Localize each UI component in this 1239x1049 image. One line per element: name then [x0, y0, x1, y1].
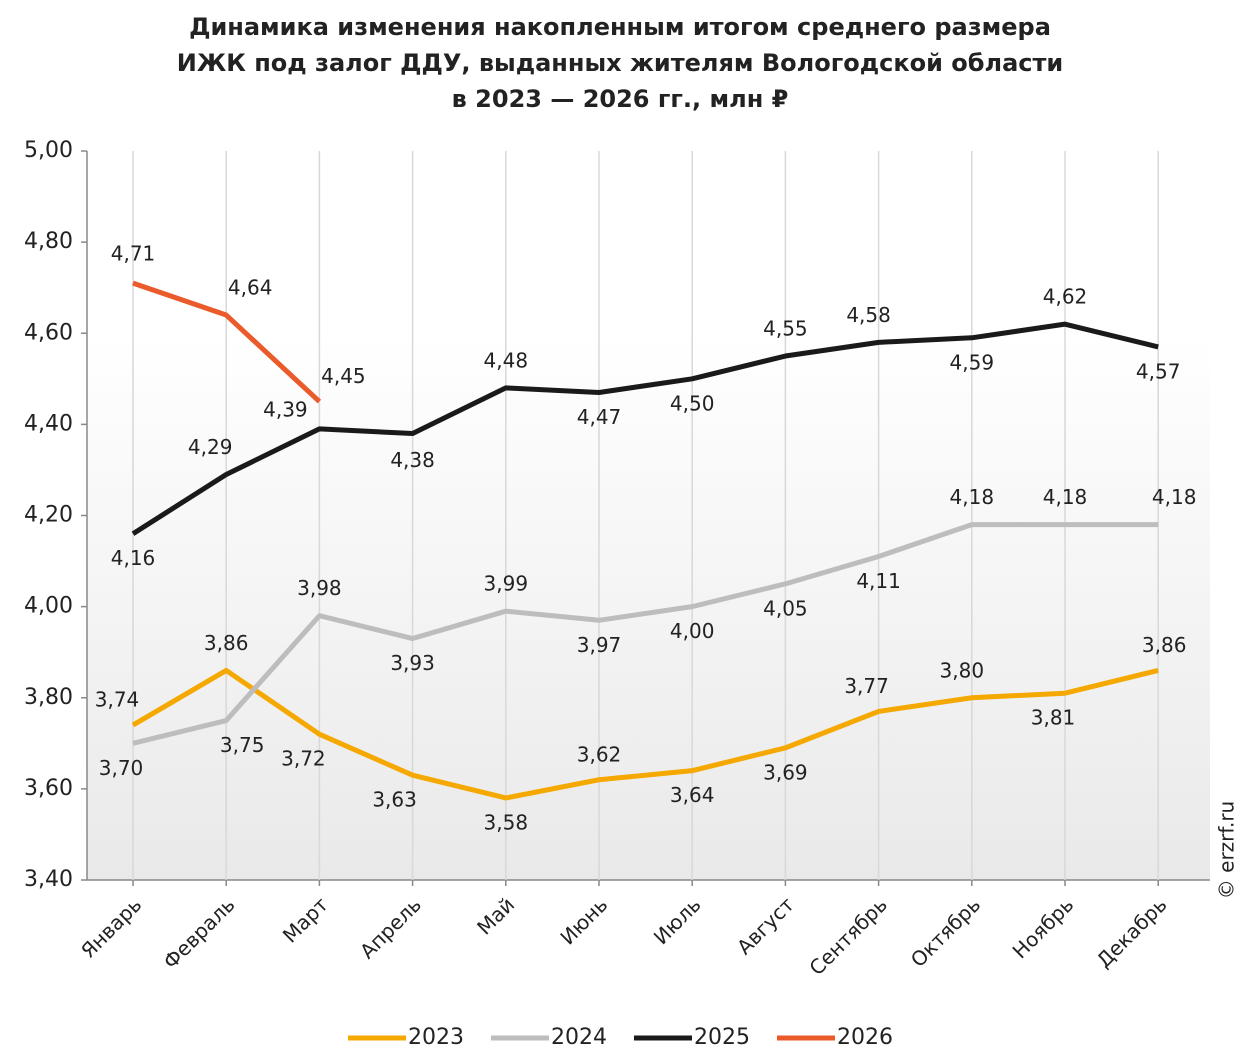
data-label: 4,18 [1152, 485, 1197, 509]
series-line [132, 280, 322, 404]
y-tick-label: 4,00 [24, 594, 73, 619]
data-label: 4,59 [950, 350, 995, 374]
data-label: 4,45 [321, 364, 366, 388]
x-tick-label: Май [472, 892, 519, 939]
y-tick-label: 4,40 [24, 411, 73, 436]
x-tick-label: Август [732, 892, 799, 959]
data-label: 4,71 [111, 242, 156, 266]
x-tick-label: Сентябрь [804, 892, 892, 980]
data-label: 3,72 [281, 747, 326, 771]
x-tick-label: Октябрь [906, 892, 985, 971]
data-label: 3,93 [390, 651, 435, 675]
series-line [131, 667, 1159, 801]
data-label: 4,57 [1136, 359, 1181, 383]
chart-title: ИЖК под залог ДДУ, выданных жителям Воло… [177, 49, 1064, 77]
chart-title: Динамика изменения накопленным итогом ср… [189, 13, 1051, 41]
data-label: 3,70 [99, 756, 144, 780]
x-tick-label: Апрель [355, 892, 426, 963]
plot-background [87, 151, 1210, 880]
data-label: 4,05 [763, 596, 808, 620]
legend-label: 2026 [837, 1025, 893, 1049]
data-label: 3,75 [220, 733, 265, 757]
series-line [131, 321, 1159, 536]
y-tick-label: 5,00 [24, 138, 73, 163]
data-label: 3,77 [844, 674, 889, 698]
data-label: 4,58 [846, 303, 891, 327]
data-label: 4,64 [228, 276, 273, 300]
x-tick-label: Ноябрь [1008, 892, 1079, 963]
data-label: 3,81 [1031, 706, 1076, 730]
x-tick-label: Июль [649, 892, 706, 949]
data-label: 4,39 [263, 397, 308, 421]
data-label: 4,18 [950, 485, 995, 509]
y-tick-label: 3,40 [24, 867, 73, 892]
data-label: 4,29 [188, 435, 233, 459]
x-tick-label: Июнь [555, 892, 612, 949]
data-label: 3,99 [484, 572, 529, 596]
x-tick-label: Декабрь [1092, 892, 1172, 972]
data-label: 3,98 [297, 576, 342, 600]
data-label: 4,38 [390, 448, 435, 472]
data-label: 3,69 [763, 760, 808, 784]
chart-title: в 2023 — 2026 гг., млн ₽ [452, 85, 789, 113]
series-line [132, 522, 1159, 746]
legend-label: 2025 [694, 1025, 750, 1049]
data-label: 3,62 [577, 742, 622, 766]
data-label: 4,55 [763, 317, 808, 341]
data-label: 4,11 [856, 569, 901, 593]
data-label: 4,50 [670, 391, 715, 415]
y-tick-label: 3,80 [24, 685, 73, 710]
data-label: 4,16 [111, 546, 156, 570]
watermark: © erzrf.ru [1215, 801, 1239, 899]
y-tick-label: 4,60 [24, 320, 73, 345]
x-tick-label: Январь [76, 892, 146, 962]
data-label: 3,80 [940, 658, 985, 682]
y-tick-label: 3,60 [24, 776, 73, 801]
data-label: 4,18 [1043, 485, 1088, 509]
x-tick-label: Март [278, 892, 333, 947]
y-tick-label: 4,20 [24, 503, 73, 528]
data-label: 4,00 [670, 619, 715, 643]
data-label: 3,74 [95, 688, 140, 712]
data-label: 3,86 [1142, 633, 1187, 657]
legend-label: 2024 [551, 1025, 607, 1049]
data-label: 3,58 [484, 810, 529, 834]
data-label: 3,63 [372, 788, 417, 812]
y-tick-label: 4,80 [24, 229, 73, 254]
data-label: 3,86 [204, 631, 249, 655]
data-label: 3,97 [577, 633, 622, 657]
data-label: 4,48 [484, 348, 529, 372]
data-label: 3,64 [670, 783, 715, 807]
data-label: 4,62 [1043, 285, 1088, 309]
x-tick-label: Февраль [158, 892, 239, 973]
legend-label: 2023 [408, 1025, 464, 1049]
data-label: 4,47 [577, 405, 622, 429]
